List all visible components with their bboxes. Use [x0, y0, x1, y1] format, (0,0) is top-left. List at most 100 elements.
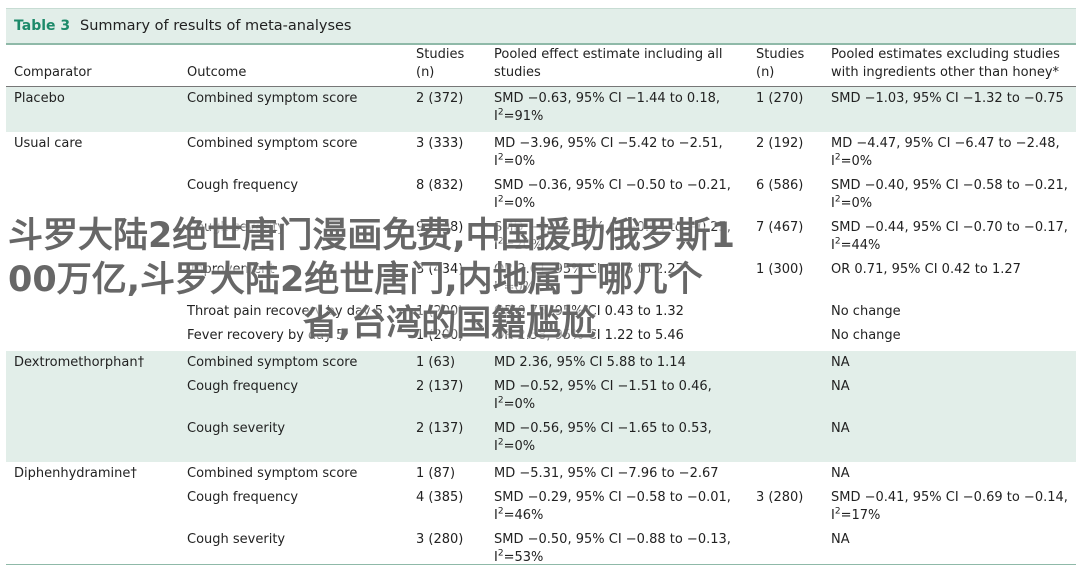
cell-studies-all: 8 (832)	[416, 178, 464, 193]
cell-pooled-honey: NA	[823, 417, 1076, 462]
cell-studies-all: 2 (137)	[408, 375, 486, 417]
cell-comparator	[6, 300, 179, 324]
cell-studies-all: 2 (137)	[408, 417, 486, 462]
cell-pooled-all: OR 2.61, 95% CI 0.45 to 2.27, I2=0%	[494, 262, 689, 295]
estimate-text: NA	[831, 466, 850, 481]
cell-pooled-honey: SMD −0.40, 95% CI −0.58 to −0.21, I2=0%	[831, 178, 1068, 211]
cell-comparator: Usual care	[14, 136, 83, 151]
cell-studies-all: 3 (434)	[416, 262, 464, 277]
bottom-rule	[6, 564, 1076, 565]
cell-studies-honey	[748, 462, 823, 486]
i2-value: 0%	[851, 196, 873, 211]
i2-label: I	[494, 154, 498, 169]
cell-studies-honey: 1 (270)	[748, 86, 823, 132]
cell-pooled-honey: SMD −1.03, 95% CI −1.32 to −0.75	[823, 86, 1076, 132]
cell-pooled-honey: SMD −0.44, 95% CI −0.70 to −0.17, I2=44%	[831, 220, 1068, 253]
table-row: Dextromethorphan† Combined symptom score 1…	[6, 351, 1076, 375]
cell-studies-honey	[748, 300, 823, 324]
header-outcome: Outcome	[179, 44, 408, 87]
i2-label: I	[831, 196, 835, 211]
header-comparator: Comparator	[6, 44, 179, 87]
cell-pooled-honey: OR 0.71, 95% CI 0.42 to 1.27	[823, 258, 1076, 300]
cell-comparator	[6, 486, 179, 528]
cell-outcome: Cough severity	[179, 417, 408, 462]
cell-studies-all: 2 (372)	[408, 86, 486, 132]
table-caption: Summary of results of meta-analyses	[80, 18, 352, 34]
i2-value: 20%	[514, 238, 544, 253]
cell-outcome: Combined symptom score	[179, 351, 408, 375]
estimate-text: MD 2.36, 95% CI 5.88 to 1.14	[494, 355, 686, 370]
i2-label: I	[494, 196, 498, 211]
cell-pooled-all: SMD −0.36, 95% CI −0.50 to −0.21, I2=0%	[494, 178, 731, 211]
estimate-text: No change	[831, 328, 901, 343]
cell-outcome: Cough severity	[187, 220, 286, 235]
cell-pooled-honey: No change	[823, 300, 1076, 324]
estimate-text: NA	[831, 379, 850, 394]
i2-value: 53%	[514, 550, 544, 565]
i2-label: I	[831, 238, 835, 253]
i2-label: I	[494, 550, 498, 565]
header-pooled-honey: Pooled estimates excluding studies with i…	[823, 44, 1076, 87]
estimate-text: MD −5.31, 95% CI −7.96 to −2.67	[494, 466, 719, 481]
cell-outcome: Cough frequency	[187, 178, 299, 193]
i2-value: 0%	[514, 154, 536, 169]
cell-outcome: Fever recovery by day 5	[187, 328, 345, 343]
i2-value: 0%	[514, 280, 536, 295]
cell-comparator: Diphenhydramine†	[14, 466, 137, 481]
cell-pooled-honey: No change	[823, 324, 1076, 351]
cell-studies-honey	[748, 324, 823, 351]
i2-label: I	[494, 397, 498, 412]
cell-studies-all: 1 (200)	[416, 304, 464, 319]
estimate-text: NA	[831, 532, 850, 547]
table-number: Table 3	[14, 18, 71, 34]
i2-label: I	[831, 154, 835, 169]
estimate-text: No change	[831, 304, 901, 319]
i2-label: I	[494, 439, 498, 454]
cell-pooled-honey: NA	[823, 375, 1076, 417]
estimate-text: SMD −0.40, 95% CI −0.58 to −0.21,	[831, 178, 1068, 193]
table-row: Cough frequency 2 (137) MD −0.52, 95% CI −…	[6, 375, 1076, 417]
estimate-text: NA	[831, 421, 850, 436]
cell-studies-all: 1 (63)	[408, 351, 486, 375]
cell-pooled-all: MD −5.31, 95% CI −7.96 to −2.67	[486, 462, 748, 486]
i2-label: I	[494, 508, 498, 523]
cell-comparator	[6, 174, 179, 216]
cell-outcome: Combined symptom score	[179, 86, 408, 132]
table-row: Improvement 3 (434) OR 2.61, 95% CI 0.45 t…	[6, 258, 1076, 300]
estimate-text: OR 0.71, 95% CI 0.42 to 1.27	[831, 262, 1021, 277]
cell-studies-honey	[748, 375, 823, 417]
cell-pooled-all: OR 0.75, 95% CI 0.43 to 1.32	[486, 300, 748, 324]
estimate-text: OR 2.58, 95% CI 1.22 to 5.46	[494, 328, 684, 343]
i2-label: I	[831, 508, 835, 523]
cell-pooled-all: MD −3.96, 95% CI −5.42 to −2.51, I2=0%	[494, 136, 723, 169]
cell-studies-honey: 1 (300)	[756, 262, 804, 277]
i2-value: 0%	[514, 397, 536, 412]
cell-comparator	[6, 417, 179, 462]
cell-outcome: Improvement	[187, 262, 275, 277]
i2-value: 46%	[514, 508, 544, 523]
table-title-bar: Table 3 Summary of results of meta-analy…	[6, 8, 1076, 45]
cell-comparator	[6, 216, 179, 258]
estimate-text: SMD −1.03, 95% CI −1.32 to −0.75	[831, 91, 1064, 106]
cell-pooled-all: SMD −0.63, 95% CI −1.44 to 0.18, I2=91%	[486, 86, 748, 132]
i2-value: 0%	[851, 154, 873, 169]
table-body: Placebo Combined symptom score 2 (372) SMD …	[6, 86, 1076, 570]
i2-value: 91%	[514, 109, 544, 124]
table-row: Throat pain recovery by day 5 1 (200) OR 0…	[6, 300, 1076, 324]
cell-studies-all: 3 (333)	[416, 136, 464, 151]
estimate-text: MD −0.56, 95% CI −1.65 to 0.53,	[494, 421, 712, 436]
cell-pooled-all: SMD −0.29, 95% CI −0.58 to −0.01, I2=46%	[494, 490, 731, 523]
table-row: Cough frequency 4 (385) SMD −0.29, 95% CI …	[6, 486, 1076, 528]
header-studies-all: Studies (n)	[408, 44, 486, 87]
cell-studies-all: 3 (280)	[416, 532, 464, 547]
table-row: Cough severity 3 (280) SMD −0.50, 95% CI −…	[6, 528, 1076, 570]
cell-studies-honey: 7 (467)	[756, 220, 804, 235]
i2-value: 17%	[851, 508, 881, 523]
estimate-text: OR 2.61, 95% CI 0.45 to 2.27,	[494, 262, 689, 277]
estimate-text: SMD −0.36, 95% CI −0.50 to −0.21,	[494, 178, 731, 193]
i2-value: 0%	[514, 439, 536, 454]
cell-pooled-all: SMD −0.50, 95% CI −0.88 to −0.13, I2=53%	[494, 532, 731, 565]
table-row: Usual care Combined symptom score 3 (333) M…	[6, 132, 1076, 174]
cell-studies-honey	[748, 351, 823, 375]
